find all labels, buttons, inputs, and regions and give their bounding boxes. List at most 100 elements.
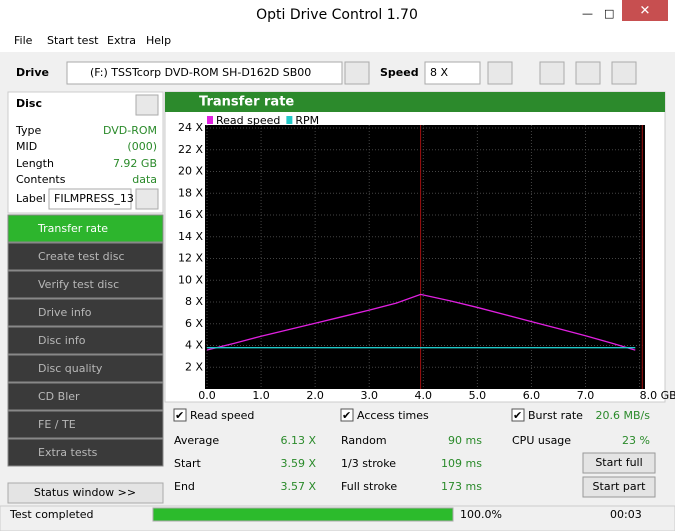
stat-key: 1/3 stroke xyxy=(341,457,396,470)
disc-key: Contents xyxy=(16,173,66,186)
stat-key: CPU usage xyxy=(512,434,571,447)
maximize[interactable]: □ xyxy=(604,7,614,20)
menu-item[interactable]: Start test xyxy=(47,34,99,47)
chart-title: Transfer rate xyxy=(199,95,294,110)
erase-button[interactable] xyxy=(539,61,565,85)
drive-select[interactable] xyxy=(66,61,343,85)
stat-key: Full stroke xyxy=(341,480,397,493)
window-title: Opti Drive Control 1.70 xyxy=(256,7,418,23)
menu-bar xyxy=(0,30,675,52)
status-window-label: Status window >> xyxy=(34,486,136,499)
x-tick-label: 4.0 xyxy=(415,389,433,402)
close[interactable] xyxy=(622,0,668,21)
speed-select[interactable] xyxy=(424,61,481,85)
checkbox-mark: ✔ xyxy=(342,409,351,422)
stat-value: 3.57 X xyxy=(280,480,316,493)
disc-key: Type xyxy=(15,124,41,137)
nav-button[interactable] xyxy=(7,410,164,439)
disc-key: MID xyxy=(16,140,37,153)
x-tick-label: 6.0 xyxy=(523,389,541,402)
stat-key: End xyxy=(174,480,195,493)
minimize[interactable]: — xyxy=(582,7,593,20)
nav-button[interactable] xyxy=(7,354,164,383)
disc-key: Length xyxy=(16,157,54,170)
nav-label: Extra tests xyxy=(38,446,98,459)
y-tick-label: 24 X xyxy=(178,121,203,134)
status-window-button[interactable] xyxy=(7,482,164,504)
time-text: 00:03 xyxy=(610,508,642,521)
disc-value: data xyxy=(132,173,157,186)
nav-button[interactable] xyxy=(7,270,164,299)
nav-label: CD Bler xyxy=(38,390,80,403)
stat-value: 109 ms xyxy=(441,457,482,470)
checkbox-mark: ✔ xyxy=(513,409,522,422)
nav-list: Transfer rate Create test disc Verify test… xyxy=(7,214,164,467)
stat-key: Start xyxy=(174,457,202,470)
nav-button[interactable] xyxy=(7,326,164,355)
nav-label: Drive info xyxy=(38,306,92,319)
progress-bar xyxy=(152,507,454,522)
y-tick-label: 8 X xyxy=(185,295,203,308)
chart: 2 X 4 X 6 X 8 X 10 X 12 X 14 X 16 X 18 X 20 X 22 X… xyxy=(178,114,675,402)
drive-device: (F:) TSSTcorp DVD-ROM SH-D162D SB00 xyxy=(90,66,311,79)
nav-button[interactable] xyxy=(7,382,164,411)
legend-label: Read speed xyxy=(216,114,280,127)
stat-value: 6.13 X xyxy=(280,434,316,447)
disc-value: 7.92 GB xyxy=(113,157,157,170)
close-icon: ✕ xyxy=(640,4,651,19)
checkbox-label: Read speed xyxy=(190,409,254,422)
action-label: Start full xyxy=(595,456,642,469)
nav-button[interactable] xyxy=(7,298,164,327)
title-bar xyxy=(0,0,675,30)
stats: ✔ Read speed ✔ Access times ✔ Burst rate 20.6 … xyxy=(173,408,656,498)
chart-header xyxy=(165,92,665,112)
stat-key: Random xyxy=(341,434,387,447)
x-tick-label: 5.0 xyxy=(469,389,487,402)
label-value: FILMPRESS_13 xyxy=(54,192,134,205)
drive-label: Drive xyxy=(16,66,49,79)
action-button[interactable] xyxy=(582,452,656,474)
stat-key: Average xyxy=(174,434,219,447)
nav-label: Disc info xyxy=(38,334,86,347)
legend-swatch xyxy=(207,116,213,124)
legend-label: RPM xyxy=(295,114,319,127)
checkbox-label: Burst rate xyxy=(528,409,583,422)
checkbox[interactable] xyxy=(340,408,354,422)
y-tick-label: 20 X xyxy=(178,165,203,178)
series-line xyxy=(206,293,636,351)
eject-button[interactable] xyxy=(344,61,370,85)
label-input[interactable] xyxy=(48,188,132,210)
nav-button[interactable] xyxy=(7,242,164,271)
nav-label: Disc quality xyxy=(38,362,103,375)
x-tick-label: 0.0 xyxy=(198,389,216,402)
burst-value: 20.6 MB/s xyxy=(596,409,651,422)
plot-area xyxy=(205,125,645,389)
menu-item[interactable]: File xyxy=(14,34,33,47)
y-tick-label: 12 X xyxy=(178,252,203,265)
stat-value: 3.59 X xyxy=(280,457,316,470)
label-button[interactable] xyxy=(135,188,159,210)
y-tick-label: 4 X xyxy=(185,339,203,352)
nav-button[interactable] xyxy=(7,214,164,243)
nav-button[interactable] xyxy=(7,438,164,467)
checkbox[interactable] xyxy=(511,408,525,422)
y-tick-label: 6 X xyxy=(185,317,203,330)
menu-item[interactable]: Extra xyxy=(107,34,136,47)
stat-value: 173 ms xyxy=(441,480,482,493)
menu-item[interactable]: Help xyxy=(146,34,171,47)
action-button[interactable] xyxy=(582,476,656,498)
disc-key: Label xyxy=(16,192,46,205)
y-tick-label: 14 X xyxy=(178,230,203,243)
x-tick-label: 1.0 xyxy=(252,389,270,402)
legend-swatch xyxy=(286,116,293,124)
checkbox[interactable] xyxy=(173,408,187,422)
disc-header: Disc xyxy=(16,97,42,110)
y-tick-label: 16 X xyxy=(178,208,203,221)
checkbox-mark: ✔ xyxy=(175,409,184,422)
settings-button[interactable] xyxy=(575,61,601,85)
save-button[interactable] xyxy=(611,61,637,85)
refresh-button[interactable] xyxy=(487,61,513,85)
y-tick-label: 10 X xyxy=(178,273,203,286)
disc-refresh[interactable] xyxy=(135,94,159,116)
